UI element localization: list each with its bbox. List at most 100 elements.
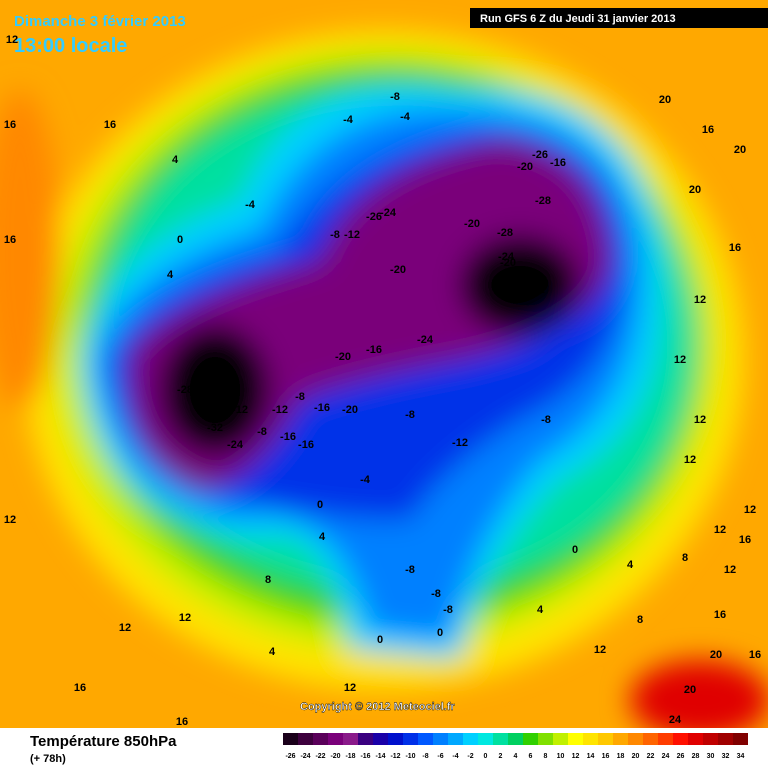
contour-label: 20 xyxy=(689,184,701,196)
legend-tick-label: 32 xyxy=(722,753,730,760)
run-label: Run GFS 6 Z du Jeudi 31 janvier 2013 xyxy=(480,13,676,25)
legend-tick-label: -18 xyxy=(345,753,355,760)
contour-label: -24 xyxy=(417,334,434,346)
legend-swatch xyxy=(658,733,673,745)
contour-label: 8 xyxy=(265,574,271,586)
legend-tick-label: -26 xyxy=(285,753,295,760)
contour-label: -4 xyxy=(343,114,354,126)
footer-lead: (+ 78h) xyxy=(30,753,66,765)
contour-label: -16 xyxy=(550,157,566,169)
contour-label: -8 xyxy=(541,414,551,426)
contour-label: -12 xyxy=(452,437,468,449)
legend-tick-label: -2 xyxy=(467,753,473,760)
contour-label: 16 xyxy=(749,649,761,661)
contour-label: -8 xyxy=(257,426,267,438)
contour-label: 12 xyxy=(724,564,736,576)
contour-label: 12 xyxy=(4,514,16,526)
legend-swatch xyxy=(688,733,703,745)
contour-label: -12 xyxy=(344,229,360,241)
legend-tick-label: 8 xyxy=(544,753,548,760)
contour-label: -12 xyxy=(272,404,288,416)
contour-label: -32 xyxy=(529,284,545,296)
legend-swatch xyxy=(373,733,388,745)
legend-tick-label: -20 xyxy=(330,753,340,760)
contour-label: -24 xyxy=(227,439,244,451)
contour-label: -20 xyxy=(464,218,480,230)
contour-label: -24 xyxy=(498,251,515,263)
legend-swatch xyxy=(598,733,613,745)
contour-label: -12 xyxy=(232,404,248,416)
time-label: 13:00 locale xyxy=(14,35,127,57)
contour-label: 12 xyxy=(694,414,706,426)
legend-tick-label: 2 xyxy=(499,753,503,760)
contour-label: 12 xyxy=(674,354,686,366)
legend-swatch xyxy=(643,733,658,745)
legend-swatch xyxy=(508,733,523,745)
legend-tick-label: -12 xyxy=(390,753,400,760)
contour-label: 16 xyxy=(74,682,86,694)
date-label: Dimanche 3 février 2013 xyxy=(14,13,186,30)
legend-tick-label: 26 xyxy=(677,753,685,760)
contour-label: 8 xyxy=(637,614,643,626)
copyright: Copyright © 2012 Meteociel.fr xyxy=(300,701,456,713)
contour-label: 20 xyxy=(659,94,671,106)
legend-swatch xyxy=(358,733,373,745)
contour-label: 16 xyxy=(702,124,714,136)
contour-label: -20 xyxy=(500,257,516,269)
contour-label: 12 xyxy=(6,34,18,46)
legend-tick-label: 28 xyxy=(692,753,700,760)
legend-swatch xyxy=(313,733,328,745)
legend-swatch xyxy=(478,733,493,745)
legend-swatch xyxy=(613,733,628,745)
contour-label: 16 xyxy=(714,609,726,621)
contour-label: 16 xyxy=(739,534,751,546)
legend-tick-label: 14 xyxy=(587,753,595,760)
contour-label: -16 xyxy=(314,402,330,414)
legend-tick-label: 18 xyxy=(617,753,625,760)
run-box xyxy=(470,8,768,28)
contour-label: 12 xyxy=(744,504,756,516)
contour-label: 20 xyxy=(734,144,746,156)
contour-label: -8 xyxy=(390,91,400,103)
contour-label: -32 xyxy=(207,422,223,434)
contour-label: 12 xyxy=(684,454,696,466)
legend-tick-label: -6 xyxy=(437,753,443,760)
legend-tick-label: -22 xyxy=(315,753,325,760)
legend-tick-label: 12 xyxy=(572,753,580,760)
contour-label: 8 xyxy=(682,552,688,564)
legend-swatch xyxy=(568,733,583,745)
legend-tick-label: 30 xyxy=(707,753,715,760)
contour-label: 0 xyxy=(317,499,323,511)
contour-label: -20 xyxy=(335,351,351,363)
contour-label: 16 xyxy=(176,716,188,728)
contour-label: -20 xyxy=(390,264,406,276)
legend-tick-label: 22 xyxy=(647,753,655,760)
contour-label: -8 xyxy=(295,391,305,403)
legend-swatch xyxy=(628,733,643,745)
legend-swatch xyxy=(388,733,403,745)
footer-title: Température 850hPa xyxy=(30,733,177,750)
contour-label: -26 xyxy=(366,211,382,223)
contour-label: -8 xyxy=(405,564,415,576)
contour-label: 12 xyxy=(344,682,356,694)
legend-swatch xyxy=(553,733,568,745)
legend-swatch xyxy=(418,733,433,745)
legend-swatch xyxy=(493,733,508,745)
legend-swatch xyxy=(343,733,358,745)
contour-label: 20 xyxy=(710,649,722,661)
contour-label: 16 xyxy=(4,234,16,246)
contour-label: 12 xyxy=(714,524,726,536)
legend-tick-label: -24 xyxy=(300,753,310,760)
legend-tick-label: -16 xyxy=(360,753,370,760)
legend-swatch xyxy=(298,733,313,745)
legend-swatch xyxy=(718,733,733,745)
legend-tick-label: 16 xyxy=(602,753,610,760)
contour-label: -20 xyxy=(342,404,358,416)
legend-swatch xyxy=(523,733,538,745)
legend-tick-label: 20 xyxy=(632,753,640,760)
contour-label: 12 xyxy=(594,644,606,656)
legend-swatch xyxy=(538,733,553,745)
legend-swatch xyxy=(703,733,718,745)
contour-label: -8 xyxy=(405,409,415,421)
